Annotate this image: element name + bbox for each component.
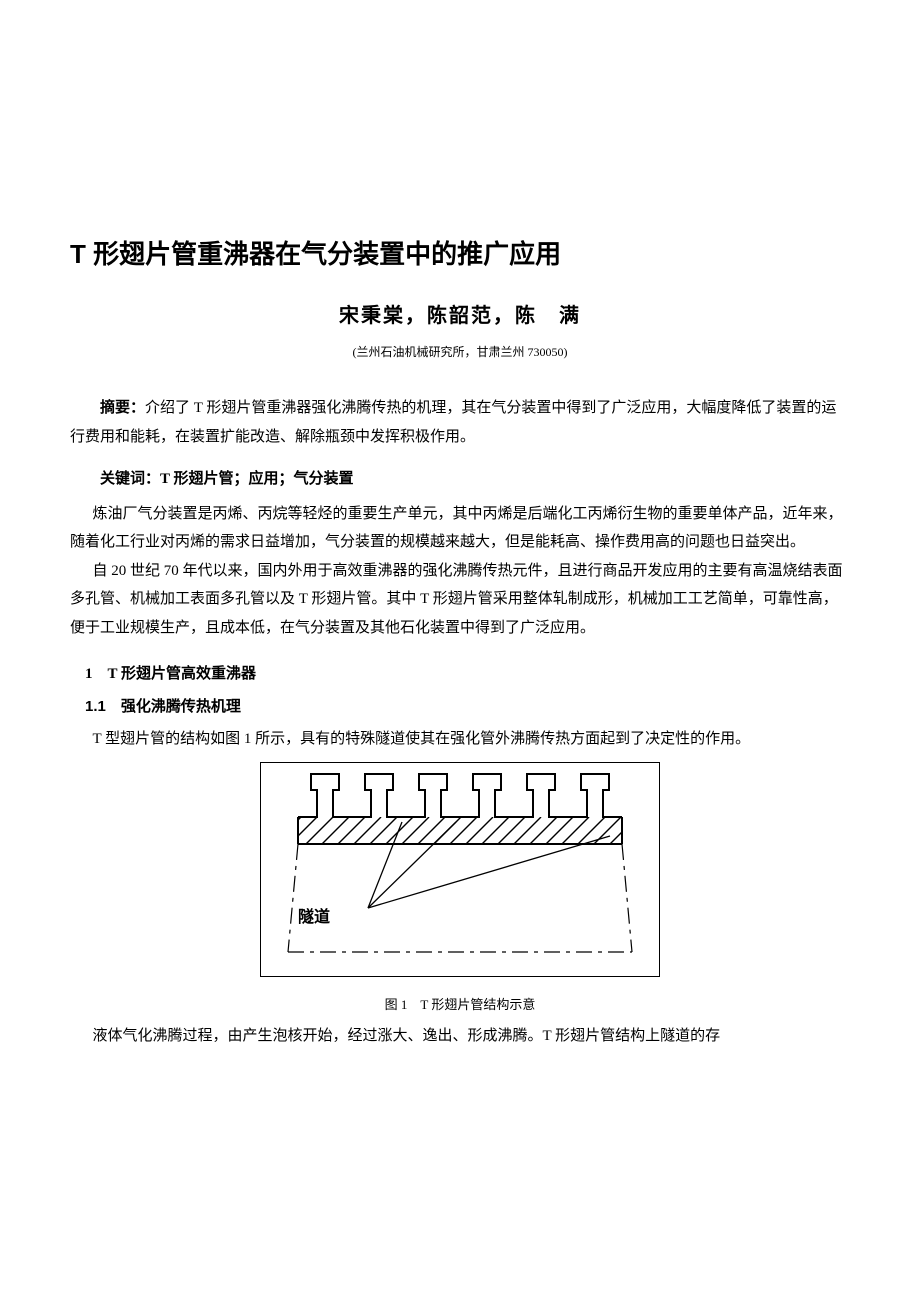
section-1-1-heading: 1.1 强化沸腾传热机理 [70,693,850,722]
intro-paragraph-1: 炼油厂气分装置是丙烯、丙烷等轻烃的重要生产单元，其中丙烯是后端化工丙烯衍生物的重… [70,500,850,557]
abstract: 摘要：介绍了 T 形翅片管重沸器强化沸腾传热的机理，其在气分装置中得到了广泛应用… [70,394,850,451]
section-1-1-paragraph: T 型翅片管的结构如图 1 所示，具有的特殊隧道使其在强化管外沸腾传热方面起到了… [70,725,850,754]
figure-1: 隧道 图 1 T 形翅片管结构示意 [70,762,850,1018]
authors: 宋秉棠，陈韶范，陈 满 [70,297,850,335]
svg-text:隧道: 隧道 [298,907,330,926]
affiliation: (兰州石油机械研究所，甘肃兰州 730050) [70,341,850,364]
abstract-text: 介绍了 T 形翅片管重沸器强化沸腾传热的机理，其在气分装置中得到了广泛应用，大幅… [70,400,836,445]
figure-1-caption: 图 1 T 形翅片管结构示意 [70,993,850,1018]
paper-title: T 形翅片管重沸器在气分装置中的推广应用 [70,230,850,279]
abstract-label: 摘要： [100,400,145,416]
keywords: 关键词：T 形翅片管；应用；气分装置 [70,465,850,494]
figure-1-diagram: 隧道 [260,762,660,977]
section-1-heading: 1 T 形翅片管高效重沸器 [70,660,850,689]
after-figure-paragraph: 液体气化沸腾过程，由产生泡核开始，经过涨大、逸出、形成沸腾。T 形翅片管结构上隧… [70,1022,850,1051]
intro-paragraph-2: 自 20 世纪 70 年代以来，国内外用于高效重沸器的强化沸腾传热元件，且进行商… [70,557,850,643]
